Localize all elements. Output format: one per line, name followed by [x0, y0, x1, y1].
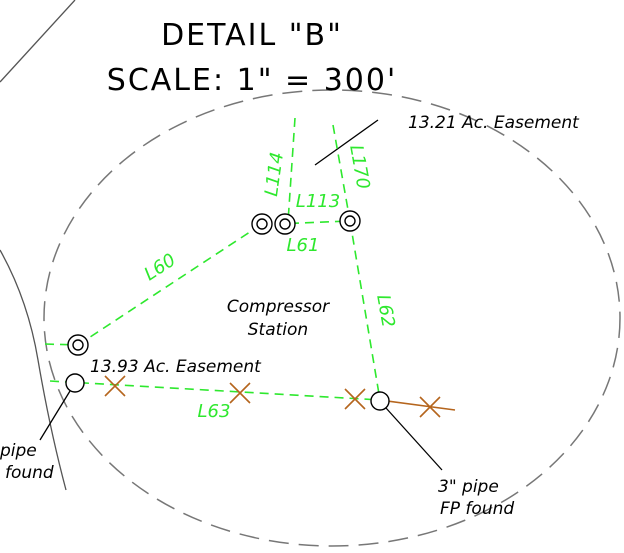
- leader: [385, 407, 443, 471]
- area-label: 13.93 Ac. Easement: [90, 357, 262, 377]
- note: 3" pipe: [438, 477, 499, 497]
- detail-circle: [43, 89, 621, 547]
- easement-line: [314, 119, 379, 166]
- traverse: [44, 117, 381, 401]
- note: found: [5, 463, 54, 483]
- line-label: L61: [287, 235, 320, 256]
- area-label: Compressor: [227, 297, 330, 317]
- title: DETAIL "B": [161, 18, 343, 53]
- fence: [104, 375, 456, 418]
- note: FP found: [440, 499, 514, 519]
- scale: SCALE: 1" = 300': [107, 63, 397, 98]
- area-label: 13.21 Ac. Easement: [408, 113, 580, 133]
- monuments: [65, 210, 390, 411]
- area-label: Station: [248, 320, 308, 340]
- line-label: L113: [296, 191, 340, 212]
- boundary: [0, 0, 76, 83]
- leader: [39, 390, 71, 441]
- note: pipe: [0, 441, 37, 461]
- boundary: [0, 249, 67, 491]
- line-label: L63: [198, 401, 231, 422]
